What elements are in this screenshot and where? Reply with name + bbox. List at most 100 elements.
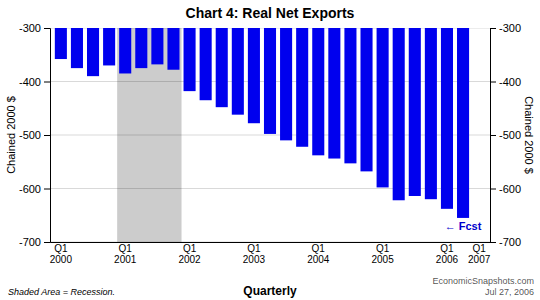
x-axis: Q12000Q12001Q12002Q12003Q12004Q12005Q120… bbox=[50, 242, 491, 265]
y2-tick-label: -700 bbox=[499, 236, 521, 248]
y-tick-mark bbox=[44, 28, 50, 29]
x-tick-label: Q12003 bbox=[243, 243, 266, 265]
x-tick-label-line: Q1 bbox=[54, 243, 68, 254]
x-tick-label-line: Q1 bbox=[376, 243, 390, 254]
y2-tick: -300 bbox=[490, 22, 521, 34]
y2-axis: -700 -600 -500 -400 -300 bbox=[490, 22, 521, 248]
grid-line bbox=[50, 135, 490, 136]
x-tick-label: Q12004 bbox=[307, 243, 330, 265]
bar bbox=[409, 28, 421, 196]
x-tick-label: Q12001 bbox=[114, 243, 137, 265]
x-tick-label-line: Q1 bbox=[472, 243, 486, 254]
x-tick-label-line: 2000 bbox=[50, 254, 73, 265]
bar bbox=[135, 28, 147, 68]
grid-line bbox=[50, 188, 490, 189]
x-tick-label: Q12000 bbox=[50, 243, 73, 265]
x-tick-label-line: 2002 bbox=[178, 254, 201, 265]
y-tick-mark bbox=[44, 135, 50, 136]
footer-left: Shaded Area = Recession. bbox=[8, 287, 115, 297]
x-tick-label: Q12006 bbox=[436, 243, 459, 265]
footer-right-line: EconomicSnapshots.com bbox=[432, 276, 534, 286]
bar bbox=[312, 28, 324, 155]
x-tick-label: Q12007 bbox=[468, 243, 491, 265]
bar bbox=[360, 28, 372, 171]
y-tick-label: -700 bbox=[19, 236, 41, 248]
x-tick-label-line: Q1 bbox=[183, 243, 197, 254]
bar bbox=[216, 28, 228, 107]
y2-tick-label: -500 bbox=[499, 129, 521, 141]
y2-tick: -500 bbox=[490, 129, 521, 141]
chart: Q12000Q12001Q12002Q12003Q12004Q12005Q120… bbox=[0, 0, 540, 300]
y2-tick-mark bbox=[490, 82, 496, 83]
y-tick-mark bbox=[44, 82, 50, 83]
x-tick-label-line: Q1 bbox=[312, 243, 326, 254]
y-tick-label: -500 bbox=[19, 129, 41, 141]
bar bbox=[151, 28, 163, 64]
x-tick-label-line: 2004 bbox=[307, 254, 330, 265]
footer-center: Quarterly bbox=[243, 284, 297, 298]
y-axis-line bbox=[44, 29, 51, 243]
x-tick-label-line: 2007 bbox=[468, 254, 491, 265]
y-tick: -500 bbox=[19, 129, 50, 141]
x-tick: Q12002 bbox=[178, 242, 201, 265]
y2-tick-label: -300 bbox=[499, 22, 521, 34]
y-tick: -700 bbox=[19, 236, 50, 248]
title: Chart 4: Real Net Exports bbox=[186, 5, 355, 21]
bar bbox=[248, 28, 260, 123]
y2-tick-label: -600 bbox=[499, 183, 521, 195]
bar bbox=[87, 28, 99, 76]
x-tick-label-line: Q1 bbox=[440, 243, 454, 254]
bar bbox=[393, 28, 405, 200]
x-tick-label-line: 2003 bbox=[243, 254, 266, 265]
x-tick: Q12003 bbox=[243, 242, 266, 265]
bar bbox=[328, 28, 340, 159]
bar bbox=[103, 28, 115, 65]
plot-area bbox=[50, 28, 490, 242]
annotation: ← Fcst bbox=[445, 220, 482, 232]
x-tick: Q12001 bbox=[114, 242, 137, 265]
y-tick-mark bbox=[44, 242, 50, 243]
y2-axis-title: Chained 2000 $ bbox=[523, 96, 535, 174]
y2-axis-line bbox=[491, 29, 497, 243]
footer-right: EconomicSnapshots.comJul 27, 2006 bbox=[432, 276, 534, 297]
footer-right-line: Jul 27, 2006 bbox=[485, 287, 534, 297]
bar bbox=[264, 28, 276, 134]
bars bbox=[55, 28, 469, 218]
y-tick-label: -400 bbox=[19, 76, 41, 88]
y2-tick: -400 bbox=[490, 76, 521, 88]
x-tick-label-line: 2001 bbox=[114, 254, 137, 265]
y-tick: -600 bbox=[19, 183, 50, 195]
bar bbox=[184, 28, 196, 91]
x-tick: Q12007 bbox=[468, 242, 491, 265]
x-tick: Q12006 bbox=[436, 242, 459, 265]
y-axis-title: Chained 2000 $ bbox=[5, 96, 17, 174]
bar bbox=[441, 28, 453, 209]
x-axis-line bbox=[51, 242, 491, 243]
y-tick: -300 bbox=[19, 22, 50, 34]
y2-tick-mark bbox=[490, 28, 496, 29]
y-axis: -700 -600 -500 -400 -300 bbox=[19, 22, 51, 248]
bar bbox=[200, 28, 212, 100]
x-tick: Q12005 bbox=[371, 242, 394, 265]
x-tick-label-line: Q1 bbox=[247, 243, 261, 254]
y2-tick-mark bbox=[490, 242, 496, 243]
x-tick-label-line: Q1 bbox=[119, 243, 133, 254]
grid-line bbox=[50, 242, 490, 243]
bar bbox=[280, 28, 292, 140]
bar bbox=[377, 28, 389, 187]
bar bbox=[119, 28, 131, 73]
bar bbox=[167, 28, 179, 70]
bar bbox=[55, 28, 67, 59]
x-tick-label-line: 2006 bbox=[436, 254, 459, 265]
y2-tick-mark bbox=[490, 135, 496, 136]
x-tick: Q12000 bbox=[50, 242, 73, 265]
y-tick-mark bbox=[44, 189, 50, 190]
y-tick: -400 bbox=[19, 76, 50, 88]
bar bbox=[425, 28, 437, 199]
bar bbox=[344, 28, 356, 163]
bar bbox=[232, 28, 244, 115]
y2-tick: -600 bbox=[490, 183, 521, 195]
x-tick: Q12004 bbox=[307, 242, 330, 265]
y2-tick: -700 bbox=[490, 236, 521, 248]
x-tick-label: Q12002 bbox=[178, 243, 201, 265]
